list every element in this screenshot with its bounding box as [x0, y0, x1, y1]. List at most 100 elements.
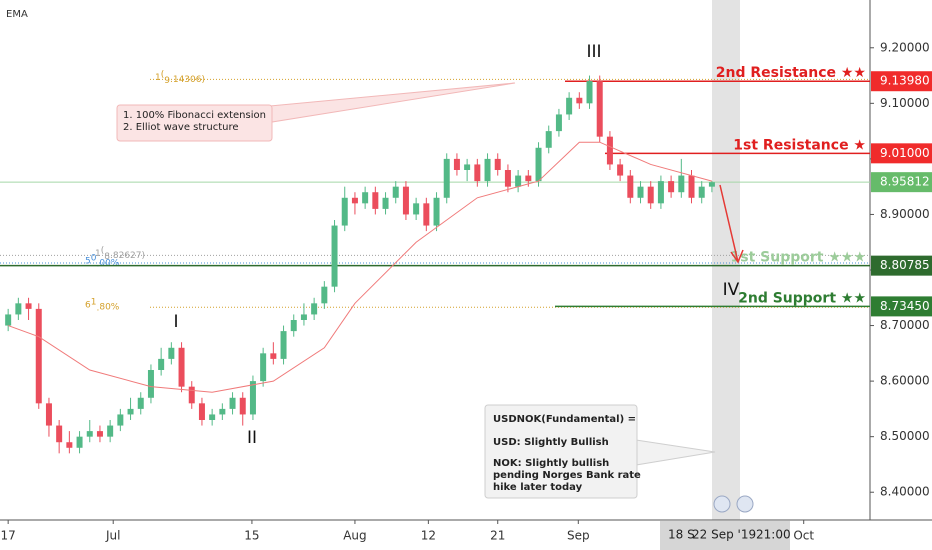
- level-price-label: 9.13980: [880, 74, 930, 88]
- candle-body: [5, 314, 12, 326]
- candle-body: [596, 81, 603, 137]
- candle-body: [96, 431, 103, 437]
- cursor-label: 21:00: [756, 528, 791, 542]
- candle-body: [239, 397, 246, 415]
- level-price-label: 8.80785: [880, 258, 930, 272]
- candle-body: [443, 158, 450, 198]
- candle-body: [280, 331, 287, 359]
- wave-label: IV: [723, 280, 740, 300]
- y-tick-label: 8.90000: [880, 207, 930, 221]
- candle-body: [423, 203, 430, 226]
- current-price-box: [871, 172, 932, 193]
- level-label: 2nd Support ★★: [738, 290, 866, 306]
- fundamental-text: NOK: Slightly bullish: [493, 458, 609, 469]
- candle-body: [637, 186, 644, 198]
- current-price-label: 8.95812: [880, 175, 930, 189]
- candle-body: [474, 164, 481, 182]
- candle-body: [56, 425, 63, 443]
- candle-body: [351, 197, 358, 204]
- candle-body: [290, 320, 297, 332]
- cursor-label: 22 Sep '19: [692, 528, 756, 542]
- fundamental-text: USDNOK(Fundamental) =: [493, 414, 636, 425]
- candle-body: [515, 175, 522, 187]
- candle-body: [76, 436, 83, 448]
- candle-body: [413, 203, 420, 215]
- candle-body: [698, 186, 705, 198]
- level-price-label: 8.73450: [880, 299, 930, 313]
- candle-body: [586, 81, 593, 104]
- candle-body: [657, 181, 664, 204]
- event-icon: [736, 495, 754, 513]
- level-price-box: [871, 71, 932, 92]
- candle-body: [555, 114, 562, 132]
- candle-body: [137, 397, 144, 409]
- note-text: 2. Elliot wave structure: [123, 122, 239, 133]
- candle-body: [45, 403, 52, 426]
- note-box: [116, 104, 273, 142]
- fundamental-box: [484, 404, 638, 499]
- candle-body: [331, 225, 338, 287]
- event-icon: [713, 495, 731, 513]
- candle-body: [66, 442, 73, 448]
- wave-label: II: [247, 428, 257, 448]
- level-label: 1st Support ★★★: [731, 250, 866, 266]
- candle-body: [668, 181, 675, 193]
- candle-body: [311, 303, 318, 315]
- y-tick-label: 8.70000: [880, 318, 930, 332]
- fundamental-text: USD: Slightly Bullish: [493, 437, 609, 448]
- candle-body: [270, 353, 277, 359]
- candle-body: [708, 182, 715, 187]
- candle-body: [402, 186, 409, 215]
- candle-body: [219, 408, 226, 415]
- candle-body: [188, 386, 195, 404]
- forecast-arrow: [719, 184, 744, 264]
- candle-body: [617, 164, 624, 176]
- x-tick-label: 15: [244, 529, 259, 543]
- candle-body: [688, 175, 695, 198]
- candle-body: [249, 381, 256, 415]
- y-tick-label: 8.50000: [880, 429, 930, 443]
- candle-body: [117, 414, 124, 426]
- candle-body: [209, 414, 216, 420]
- level-label: 1st Resistance ★: [733, 137, 866, 153]
- level-label: 2nd Resistance ★★: [716, 65, 866, 81]
- candle-body: [504, 170, 511, 187]
- x-tick-label: Sep: [567, 529, 590, 543]
- candle-body: [362, 192, 369, 204]
- candle-body: [525, 175, 532, 182]
- candle-body: [433, 197, 440, 226]
- candle-body: [606, 136, 613, 165]
- x-tick-label: Jul: [105, 529, 120, 543]
- x-tick-label: 17: [1, 529, 16, 543]
- candle-body: [147, 370, 154, 398]
- y-tick-label: 8.60000: [880, 374, 930, 388]
- candle-body: [260, 353, 267, 382]
- candle-body: [627, 175, 634, 198]
- candle-body: [464, 164, 471, 170]
- candle-body: [168, 347, 175, 359]
- indicator-label: EMA: [6, 9, 28, 20]
- candle-body: [678, 175, 685, 193]
- x-tick-label: 12: [421, 529, 436, 543]
- candle-body: [576, 97, 583, 104]
- candle-body: [382, 197, 389, 209]
- candle-body: [198, 403, 205, 420]
- fundamental-text: hike later today: [493, 482, 583, 493]
- level-price-box: [871, 255, 932, 276]
- candle-body: [545, 131, 552, 148]
- ema-line: [7, 141, 713, 393]
- candle-body: [158, 358, 165, 370]
- candle-body: [566, 97, 573, 115]
- candle-body: [535, 147, 542, 182]
- candle-body: [484, 158, 491, 182]
- candle-body: [300, 314, 307, 320]
- candle-body: [25, 303, 32, 309]
- candle-body: [127, 408, 134, 415]
- candle-body: [35, 308, 42, 404]
- candle-body: [15, 303, 22, 315]
- candle-body: [372, 192, 379, 209]
- candle-body: [178, 347, 185, 387]
- x-tick-label: 21: [490, 529, 505, 543]
- wave-label: I: [173, 312, 178, 332]
